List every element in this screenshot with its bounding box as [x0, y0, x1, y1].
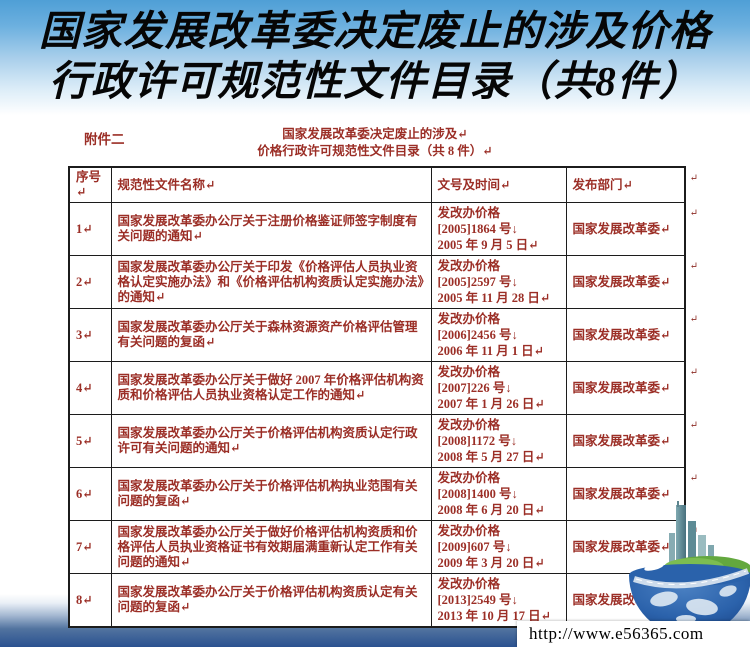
website-url-text: http://www.e56365.com	[529, 624, 704, 643]
doc-number-cell: 发改办价格 [2005]1864 号↓ 2005 年 9 月 5 日↵	[430, 202, 567, 256]
paragraph-mark-icon: ↵	[660, 274, 671, 289]
paragraph-mark-icon: ↵	[660, 221, 671, 236]
doc-name-cell: 国家发展改革委办公厅关于价格评估机构执业范围有关问题的复函↵	[110, 467, 432, 521]
paragraph-mark-icon: ↵	[660, 433, 671, 448]
table-row: 4↵ 国家发展改革委办公厅关于做好 2007 年价格评估机构资质和价格评估人员执…	[68, 361, 698, 415]
paragraph-mark-icon: ↵	[660, 380, 671, 395]
col-header-dept-label: 发布部门↵	[572, 177, 633, 192]
doc-name-cell: 国家发展改革委办公厅关于印发《价格评估人员执业资格认定实施办法》和《价格评估机构…	[110, 255, 432, 309]
doc-number-cell: 发改办价格 [2008]1172 号↓ 2008 年 5 月 27 日↵	[430, 414, 567, 468]
doc-name-cell: 国家发展改革委办公厅关于价格评估机构资质认定行政许可有关问题的通知↵	[110, 414, 432, 468]
paragraph-mark-icon: ↵	[689, 314, 698, 325]
paragraph-mark-icon: ↵	[689, 367, 698, 378]
dept-cell: 国家发展改革委↵↵	[565, 255, 698, 309]
paragraph-mark-icon: ↵	[689, 473, 698, 484]
col-header-doc-number: 文号及时间↵	[430, 166, 567, 203]
serial-cell: 5↵	[68, 414, 112, 468]
doc-number-cell: 发改办价格 [2005]2597 号↓ 2005 年 11 月 28 日↵	[430, 255, 567, 309]
dept-name: 国家发展改革委	[572, 221, 661, 236]
document-subtitle-line2: 价格行政许可规范性文件目录（共 8 件）↵	[257, 144, 493, 158]
table-row: 1↵ 国家发展改革委办公厅关于注册价格鉴证师签字制度有关问题的通知↵ 发改办价格…	[68, 202, 698, 256]
doc-number-cell: 发改办价格 [2008]1400 号↓ 2008 年 6 月 20 日↵	[430, 467, 567, 521]
dept-name: 国家发展改革委	[572, 380, 661, 395]
doc-name-cell: 国家发展改革委办公厅关于做好价格评估机构资质和价格评估人员执业资格证书有效期届满…	[110, 520, 432, 574]
table-row: 5↵ 国家发展改革委办公厅关于价格评估机构资质认定行政许可有关问题的通知↵ 发改…	[68, 414, 698, 468]
serial-cell: 6↵	[68, 467, 112, 521]
serial-cell: 1↵	[68, 202, 112, 256]
abolished-documents-table: 序号↵ 规范性文件名称↵ 文号及时间↵ 发布部门↵ ↵ 1↵ 国家发展改革委办公厅…	[68, 166, 698, 628]
dept-cell: 国家发展改革委↵↵	[565, 202, 698, 256]
dept-cell: 国家发展改革委↵↵	[565, 361, 698, 415]
paragraph-mark-icon: ↵	[660, 486, 671, 501]
page-title: 国家发展改革委决定废止的涉及价格 行政许可规范性文件目录（共8件）	[0, 6, 750, 106]
serial-cell: 4↵	[68, 361, 112, 415]
building-icon	[669, 501, 714, 567]
dept-name: 国家发展改革委	[572, 433, 661, 448]
doc-number-cell: 发改办价格 [2007]226 号↓ 2007 年 1 月 26 日↵	[430, 361, 567, 415]
serial-cell: 2↵	[68, 255, 112, 309]
dept-cell: 国家发展改革委↵↵	[565, 467, 698, 521]
page-title-line2: 行政许可规范性文件目录（共8件）	[49, 58, 701, 104]
doc-number-cell: 发改办价格 [2009]607 号↓ 2009 年 3 月 20 日↵	[430, 520, 567, 574]
col-header-doc-name: 规范性文件名称↵	[110, 166, 432, 203]
col-header-serial: 序号↵	[68, 166, 112, 203]
document-subtitle-line1: 国家发展改革委决定废止的涉及↵	[282, 127, 468, 141]
paragraph-mark-icon: ↵	[689, 173, 698, 184]
paragraph-mark-icon: ↵	[689, 208, 698, 219]
table-row: 6↵ 国家发展改革委办公厅关于价格评估机构执业范围有关问题的复函↵ 发改办价格 …	[68, 467, 698, 521]
document-subtitle: 国家发展改革委决定废止的涉及↵ 价格行政许可规范性文件目录（共 8 件）↵	[0, 126, 750, 160]
dept-name: 国家发展改革委	[572, 486, 661, 501]
paragraph-mark-icon: ↵	[689, 261, 698, 272]
col-header-dept: 发布部门↵ ↵	[565, 166, 698, 203]
dept-cell: 国家发展改革委↵↵	[565, 308, 698, 362]
table-row: 8↵ 国家发展改革委办公厅关于价格评估机构资质认定有关问题的复函↵ 发改办价格 …	[68, 573, 698, 628]
table-row: 7↵ 国家发展改革委办公厅关于做好价格评估机构资质和价格评估人员执业资格证书有效…	[68, 520, 698, 574]
paragraph-mark-icon: ↵	[660, 539, 671, 554]
paragraph-mark-icon: ↵	[660, 327, 671, 342]
doc-number-cell: 发改办价格 [2006]2456 号↓ 2006 年 11 月 1 日↵	[430, 308, 567, 362]
dept-name: 国家发展改革委	[572, 327, 661, 342]
serial-cell: 8↵	[68, 573, 112, 628]
serial-cell: 3↵	[68, 308, 112, 362]
doc-name-cell: 国家发展改革委办公厅关于价格评估机构资质认定有关问题的复函↵	[110, 573, 432, 628]
plane-icon	[644, 563, 664, 571]
serial-cell: 7↵	[68, 520, 112, 574]
dept-cell: 国家发展改革委↵↵	[565, 414, 698, 468]
doc-name-cell: 国家发展改革委办公厅关于注册价格鉴证师签字制度有关问题的通知↵	[110, 202, 432, 256]
doc-number-cell: 发改办价格 [2013]2549 号↓ 2013 年 10 月 17 日↵	[430, 573, 567, 628]
road-icon	[633, 568, 750, 589]
dept-name: 国家发展改革委	[572, 274, 661, 289]
website-url[interactable]: http://www.e56365.com	[517, 621, 750, 647]
doc-name-cell: 国家发展改革委办公厅关于森林资源资产价格评估管理有关问题的复函↵	[110, 308, 432, 362]
dept-name: 国家发展改革委	[572, 539, 661, 554]
table-row: 3↵ 国家发展改革委办公厅关于森林资源资产价格评估管理有关问题的复函↵ 发改办价…	[68, 308, 698, 362]
earth-bowl-image	[629, 501, 750, 629]
table-header-row: 序号↵ 规范性文件名称↵ 文号及时间↵ 发布部门↵ ↵	[68, 166, 698, 203]
attachment-label: 附件二	[84, 132, 125, 147]
page-title-line1: 国家发展改革委决定废止的涉及价格	[39, 8, 711, 54]
paragraph-mark-icon: ↵	[689, 420, 698, 431]
doc-name-cell: 国家发展改革委办公厅关于做好 2007 年价格评估机构资质和价格评估人员执业资格…	[110, 361, 432, 415]
table-row: 2↵ 国家发展改革委办公厅关于印发《价格评估人员执业资格认定实施办法》和《价格评…	[68, 255, 698, 309]
